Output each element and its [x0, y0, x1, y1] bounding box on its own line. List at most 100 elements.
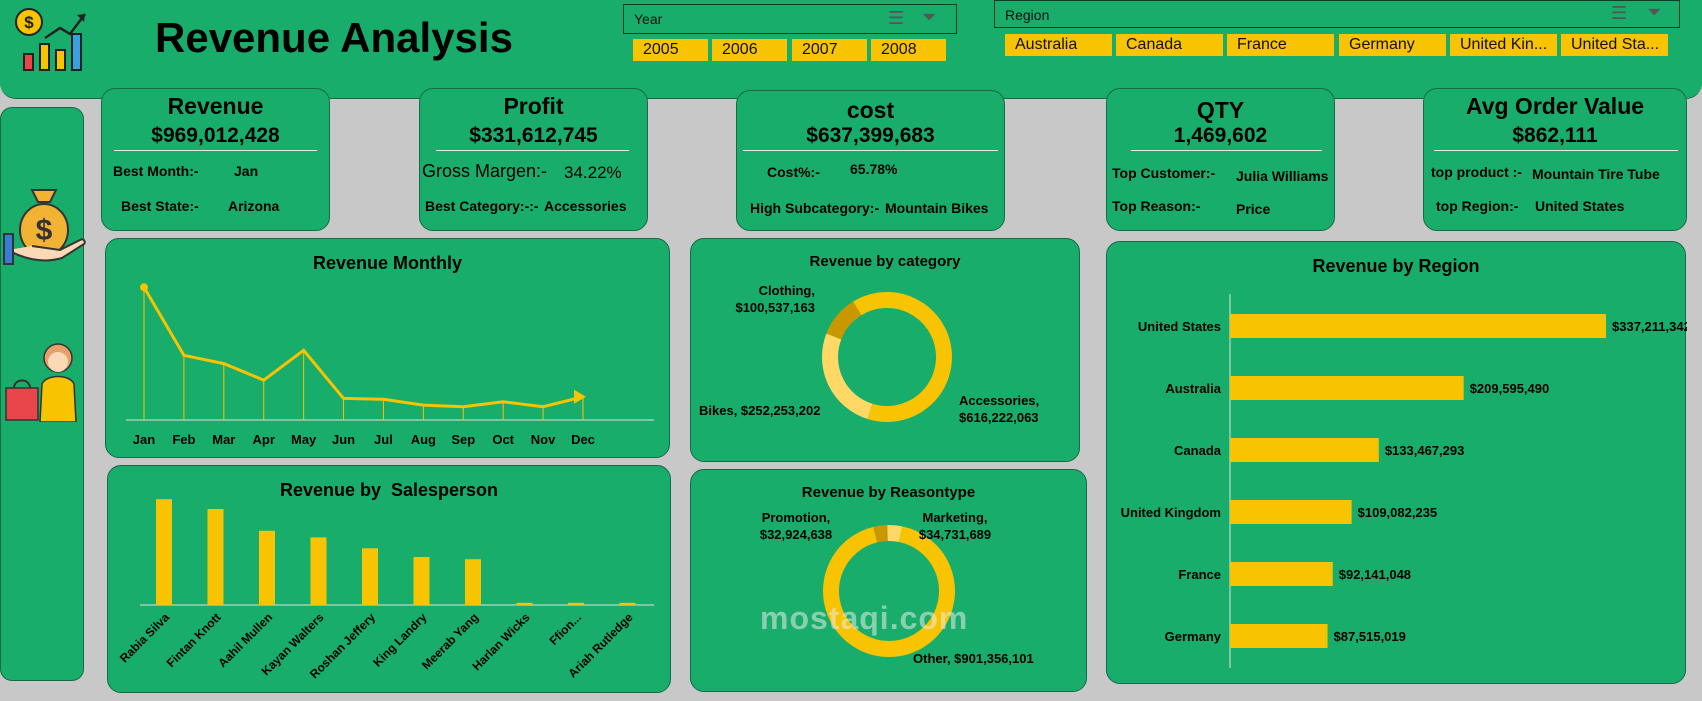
multi-select-icon[interactable]: ☰ — [1611, 3, 1628, 23]
slice-label: Promotion, $32,924,638 — [760, 510, 832, 542]
revenue-by-reasontype-panel: Revenue by Reasontype Other, $901,356,10… — [690, 469, 1087, 692]
y-tick-label: Australia — [1165, 381, 1221, 396]
chart-title: Revenue by Reasontype — [801, 484, 976, 501]
x-tick-label: Sep — [451, 432, 475, 447]
year-slicer-header: Year ☰ ⏷ — [623, 4, 957, 34]
region-chip-germany[interactable]: Germany — [1339, 34, 1446, 56]
x-tick-label: Jun — [332, 432, 355, 447]
kpi-value: $331,612,745 — [469, 124, 598, 147]
kpi-label: Best Category:-:- — [425, 198, 539, 214]
region-chip-france[interactable]: France — [1227, 34, 1334, 56]
x-tick-label: Jul — [374, 432, 393, 447]
revenue-monthly-chart: Jan Feb Mar Apr May Jun Jul Aug Sep Oct Nov Dec — [126, 283, 654, 447]
kpi-label: Top Reason:- — [1112, 198, 1201, 214]
kpi-card-cost: cost $637,399,683 Cost%:- 65.78% High Su… — [736, 90, 1005, 231]
year-chip-2007[interactable]: 2007 — [792, 39, 867, 61]
bar — [1230, 500, 1352, 524]
x-tick-label: Oct — [492, 432, 514, 447]
y-tick-label: Canada — [1174, 443, 1222, 458]
region-chip-canada[interactable]: Canada — [1116, 34, 1223, 56]
year-chip-2005[interactable]: 2005 — [633, 39, 708, 61]
revenue-chart-logo-icon: $ — [15, 8, 86, 71]
svg-text:$: $ — [24, 13, 34, 32]
kpi-title: Revenue — [167, 93, 264, 119]
page-title: Revenue Analysis — [155, 14, 513, 61]
year-chip-2006[interactable]: 2006 — [712, 39, 787, 61]
kpi-detail: Jan — [234, 163, 259, 179]
bar — [1230, 624, 1328, 648]
kpi-divider — [436, 150, 629, 151]
x-tick-label: Aug — [411, 432, 436, 447]
data-label: $92,141,048 — [1339, 567, 1411, 582]
bar — [156, 499, 172, 605]
y-tick-label: United States — [1138, 319, 1221, 334]
y-tick-label: United Kingdom — [1121, 505, 1221, 520]
kpi-title: QTY — [1196, 97, 1245, 123]
shopper-woman-icon — [5, 343, 77, 422]
data-label: $109,082,235 — [1358, 505, 1438, 520]
kpi-label: top Region:- — [1436, 198, 1519, 214]
region-chip-australia[interactable]: Australia — [1005, 34, 1112, 56]
kpi-detail: 34.22% — [564, 163, 622, 182]
kpi-card-profit: Profit $331,612,745 Gross Margen:- 34.22… — [419, 88, 648, 231]
data-label: $209,595,490 — [1470, 381, 1550, 396]
line-end-arrow — [574, 389, 586, 404]
donut-slice-bikes — [822, 333, 873, 420]
y-tick-label: France — [1178, 567, 1221, 582]
revenue-by-region-chart: United States $337,211,342 Australia $209,5… — [1121, 294, 1687, 668]
kpi-detail: Arizona — [228, 198, 280, 214]
x-tick-label: Nov — [531, 432, 556, 447]
kpi-detail: Mountain Bikes — [885, 200, 989, 216]
kpi-title: Profit — [503, 93, 564, 119]
slice-label: Other, $901,356,101 — [913, 651, 1034, 666]
y-tick-label: Germany — [1165, 629, 1222, 644]
region-slicer-label: Region — [1005, 7, 1050, 23]
region-chip-united-states[interactable]: United Sta... — [1561, 34, 1668, 56]
x-tick-label: Jan — [133, 432, 155, 447]
chart-title: Revenue by category — [809, 253, 961, 270]
year-slicer-label: Year — [634, 11, 663, 27]
revenue-by-category-chart: Accessories, $616,222,063 Bikes, $252,253,… — [699, 283, 1039, 425]
region-slicer-header: Region ☰ ⏷ — [994, 0, 1680, 28]
multi-select-icon[interactable]: ☰ — [888, 8, 905, 28]
revenue-by-category-panel: Revenue by category Accessories, $616,222… — [690, 238, 1080, 462]
watermark: mostaqi.com — [760, 600, 969, 636]
bar — [516, 602, 533, 605]
kpi-value: $862,111 — [1512, 124, 1598, 147]
bar — [568, 602, 584, 605]
kpi-divider — [743, 150, 998, 151]
clear-filter-icon[interactable]: ⏷ — [922, 7, 937, 27]
kpi-value: 1,469,602 — [1173, 124, 1268, 147]
kpi-label: top product :- — [1431, 164, 1522, 180]
kpi-card-qty: QTY 1,469,602 Top Customer:- Julia Willi… — [1106, 88, 1335, 231]
bar — [465, 559, 481, 605]
clear-filter-icon[interactable]: ⏷ — [1647, 2, 1662, 22]
bar — [1230, 314, 1606, 338]
slice-label: Accessories, $616,222,063 — [959, 393, 1039, 425]
kpi-card-avg-order-value: Avg Order Value $862,111 top product :- … — [1423, 88, 1687, 231]
kpi-value: $969,012,428 — [151, 124, 280, 147]
bar — [413, 557, 430, 605]
series-line — [142, 286, 584, 409]
bar — [1230, 562, 1333, 586]
year-chip-2008[interactable]: 2008 — [871, 39, 946, 61]
kpi-title: Avg Order Value — [1465, 93, 1645, 119]
revenue-by-salesperson-panel: Revenue by Salesperson Rabia Silva Fintan… — [107, 465, 671, 693]
x-tick-label: Feb — [172, 432, 195, 447]
kpi-divider — [1131, 150, 1322, 151]
x-tick-label: Ffion... — [546, 610, 584, 648]
chart-title: Revenue by Region — [1312, 256, 1480, 276]
kpi-detail: 65.78% — [850, 161, 898, 177]
region-chip-united-kingdom[interactable]: United Kin... — [1450, 34, 1557, 56]
kpi-detail: Price — [1236, 201, 1271, 217]
kpi-label: Gross Margen:- — [422, 161, 548, 181]
svg-text:$: $ — [36, 214, 53, 247]
chart-title: Revenue Monthly — [312, 253, 463, 273]
x-tick-label: Rabia Silva — [117, 610, 172, 665]
data-point — [140, 283, 148, 292]
donut-slice-other — [823, 526, 955, 657]
bar — [207, 509, 224, 605]
kpi-title: cost — [846, 97, 895, 123]
data-label: $133,467,293 — [1385, 443, 1465, 458]
